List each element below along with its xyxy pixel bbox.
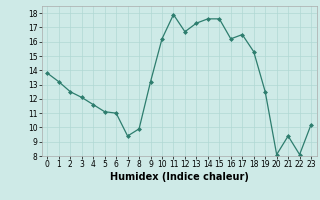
X-axis label: Humidex (Indice chaleur): Humidex (Indice chaleur) [110, 172, 249, 182]
